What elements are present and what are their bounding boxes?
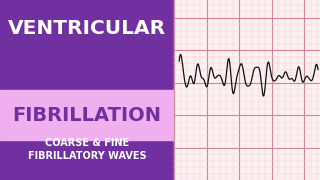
Bar xyxy=(0,0,174,180)
Text: VENTRICULAR: VENTRICULAR xyxy=(8,19,166,38)
Bar xyxy=(174,0,320,180)
Text: FIBRILLATION: FIBRILLATION xyxy=(13,106,162,125)
Text: COARSE & FINE
FIBRILLATORY WAVES: COARSE & FINE FIBRILLATORY WAVES xyxy=(28,138,147,161)
Bar xyxy=(0,90,174,140)
